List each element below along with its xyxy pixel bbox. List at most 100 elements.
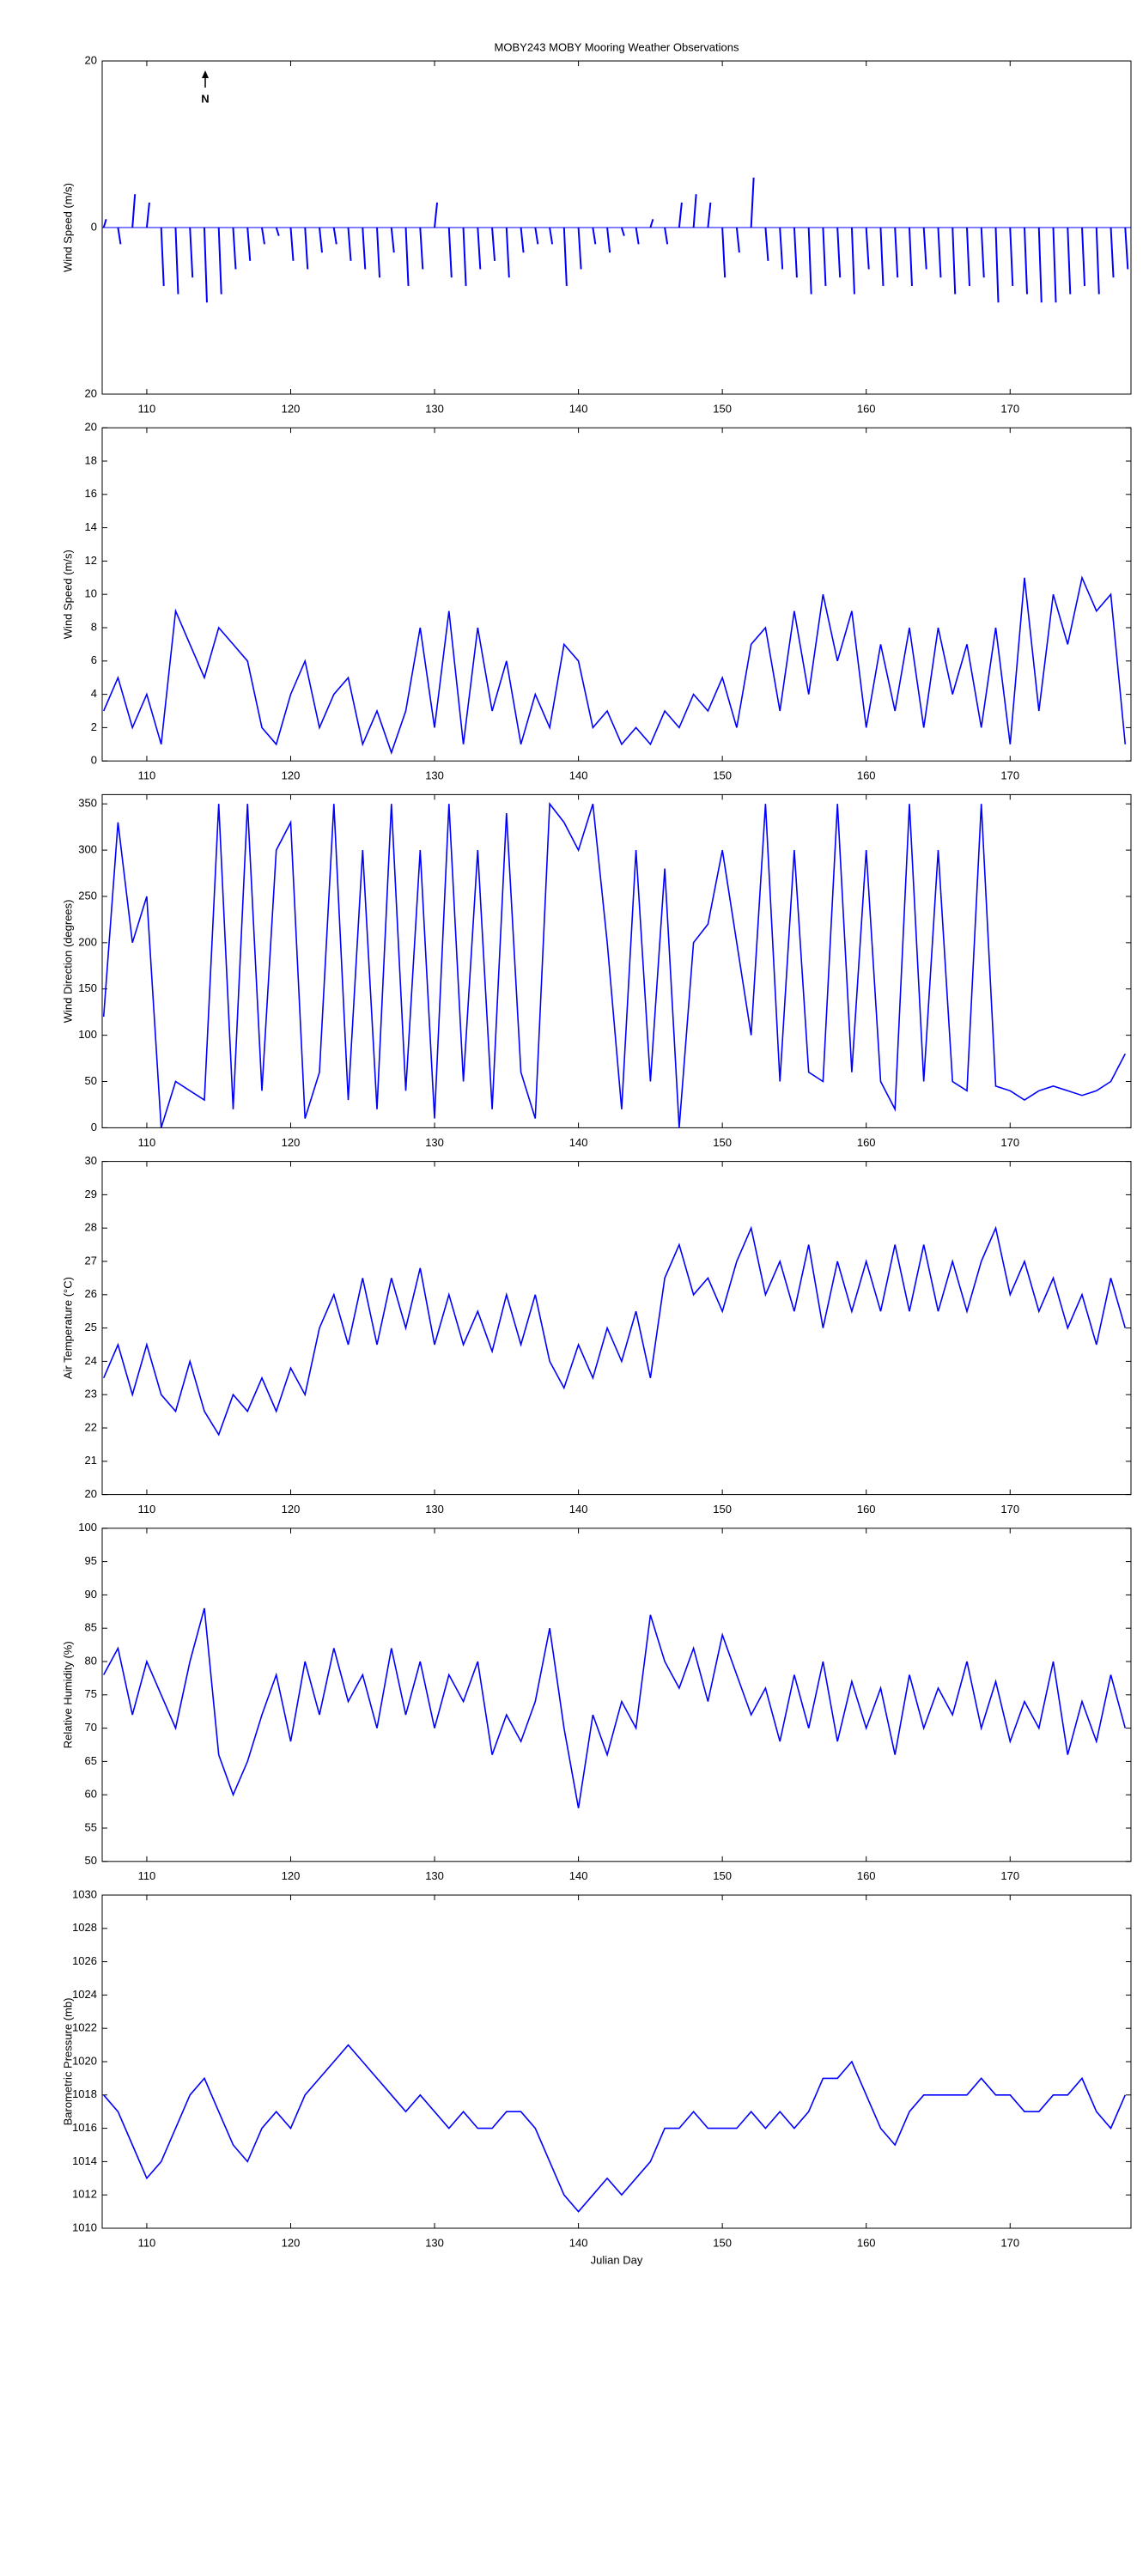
y-tick-label: 4 xyxy=(91,687,97,700)
wind-stick xyxy=(347,227,352,261)
wind-stick xyxy=(707,202,712,228)
chart-title: MOBY243 MOBY Mooring Weather Observation… xyxy=(495,40,739,53)
y-tick-label: 1024 xyxy=(72,1988,97,2001)
y-tick-label: 0 xyxy=(91,1121,97,1133)
x-tick-label: 110 xyxy=(138,1869,156,1882)
wind-stick xyxy=(549,227,554,245)
wind-stick xyxy=(246,227,252,261)
wind-stick xyxy=(1124,227,1129,270)
wind-stick xyxy=(160,227,165,286)
y-axis-label: Barometric Pressure (mb) xyxy=(61,1998,74,2126)
wind-stick xyxy=(390,227,395,253)
wind-stick xyxy=(562,227,568,286)
x-tick-label: 170 xyxy=(1000,1503,1019,1516)
y-axis-label: Relative Humidity (%) xyxy=(61,1641,74,1748)
wind-stick xyxy=(649,219,654,228)
wind-stick xyxy=(922,227,927,270)
wind-stick xyxy=(951,227,957,295)
wind-stick xyxy=(678,202,683,228)
north-label: N xyxy=(201,92,209,105)
x-tick-label: 150 xyxy=(713,1503,732,1516)
x-tick-label: 130 xyxy=(425,402,444,415)
wind-stick xyxy=(319,227,323,253)
y-tick-label: 10 xyxy=(85,587,97,600)
y-axis-label: Wind Speed (m/s) xyxy=(61,183,74,272)
wind-stick xyxy=(980,227,985,278)
y-tick-label: 65 xyxy=(85,1754,97,1767)
wind-stick xyxy=(404,227,410,286)
x-tick-label: 130 xyxy=(425,2236,444,2249)
wind-stick xyxy=(447,227,453,278)
wind-stick xyxy=(937,227,942,278)
x-tick-label: 160 xyxy=(857,1136,876,1149)
wind-stick xyxy=(965,227,970,286)
y-tick-label: 25 xyxy=(85,1321,97,1334)
x-tick-label: 170 xyxy=(1000,769,1019,782)
data-line xyxy=(102,1607,1127,1808)
panel: 50 55 60 65 70 75 80 85 90 95 100 110 120 130 140 150 16… xyxy=(61,1521,1132,1882)
y-tick-label: 1016 xyxy=(72,2121,97,2134)
wind-stick xyxy=(592,227,597,245)
x-tick-label: 120 xyxy=(282,769,301,782)
wind-stick xyxy=(620,227,625,236)
wind-stick xyxy=(908,227,913,286)
y-tick-label: 95 xyxy=(85,1554,97,1567)
wind-stick xyxy=(131,194,137,228)
y-tick-label: 21 xyxy=(85,1454,97,1467)
y-tick-label: 90 xyxy=(85,1588,97,1601)
wind-stick xyxy=(520,227,525,253)
y-tick-label: 23 xyxy=(85,1388,97,1400)
x-tick-label: 120 xyxy=(282,2236,301,2249)
wind-stick xyxy=(260,227,265,245)
panel: 0 2 4 6 8 10 12 14 16 18 20 110 120 130 140 150 160 170 Wi… xyxy=(61,421,1132,782)
y-tick-label: 0 xyxy=(91,220,97,233)
y-tick-label: 300 xyxy=(78,843,97,856)
wind-stick xyxy=(217,227,222,295)
y-tick-label: 100 xyxy=(78,1028,97,1041)
x-tick-label: 150 xyxy=(713,1869,732,1882)
x-tick-label: 160 xyxy=(857,769,876,782)
x-tick-label: 160 xyxy=(857,2236,876,2249)
panel: 1010 1012 1014 1016 1018 1020 1022 1024 1026 1028… xyxy=(61,1887,1132,2266)
wind-stick xyxy=(189,227,194,278)
wind-stick xyxy=(750,177,755,228)
y-tick-label: 150 xyxy=(78,981,97,994)
y-tick-label: 1022 xyxy=(72,2021,97,2034)
y-tick-label: 16 xyxy=(85,487,97,500)
wind-stick xyxy=(735,227,740,253)
y-tick-label: 20 xyxy=(85,421,97,434)
x-tick-label: 160 xyxy=(857,1503,876,1516)
x-tick-label: 140 xyxy=(569,1503,588,1516)
wind-stick xyxy=(779,227,784,270)
wind-stick xyxy=(1110,227,1115,278)
y-tick-label: 30 xyxy=(85,1154,97,1167)
wind-stick xyxy=(1067,227,1072,295)
wind-stick xyxy=(289,227,295,261)
wind-stick xyxy=(793,227,798,278)
y-tick-label: 12 xyxy=(85,554,97,567)
y-tick-label: 20 xyxy=(85,1487,97,1500)
wind-stick xyxy=(102,219,107,228)
wind-stick xyxy=(879,227,885,286)
arrow-head xyxy=(202,70,209,78)
x-axis-label: Julian Day xyxy=(591,2253,643,2266)
wind-stick xyxy=(635,227,640,245)
wind-stick xyxy=(807,227,812,295)
y-axis-label: Air Temperature (°C) xyxy=(61,1277,74,1379)
y-tick-label: 18 xyxy=(85,453,97,466)
y-tick-label: 55 xyxy=(85,1820,97,1833)
data-line xyxy=(102,1225,1127,1437)
y-tick-label: 100 xyxy=(78,1521,97,1534)
x-tick-label: 110 xyxy=(138,1136,156,1149)
x-tick-label: 110 xyxy=(138,769,156,782)
x-tick-label: 120 xyxy=(282,1869,301,1882)
wind-stick xyxy=(994,227,1000,303)
x-tick-label: 120 xyxy=(282,1136,301,1149)
x-tick-label: 150 xyxy=(713,1136,732,1149)
y-tick-label: 22 xyxy=(85,1420,97,1433)
wind-stick xyxy=(534,227,539,245)
x-tick-label: 140 xyxy=(569,2236,588,2249)
wind-stick xyxy=(1009,227,1014,286)
